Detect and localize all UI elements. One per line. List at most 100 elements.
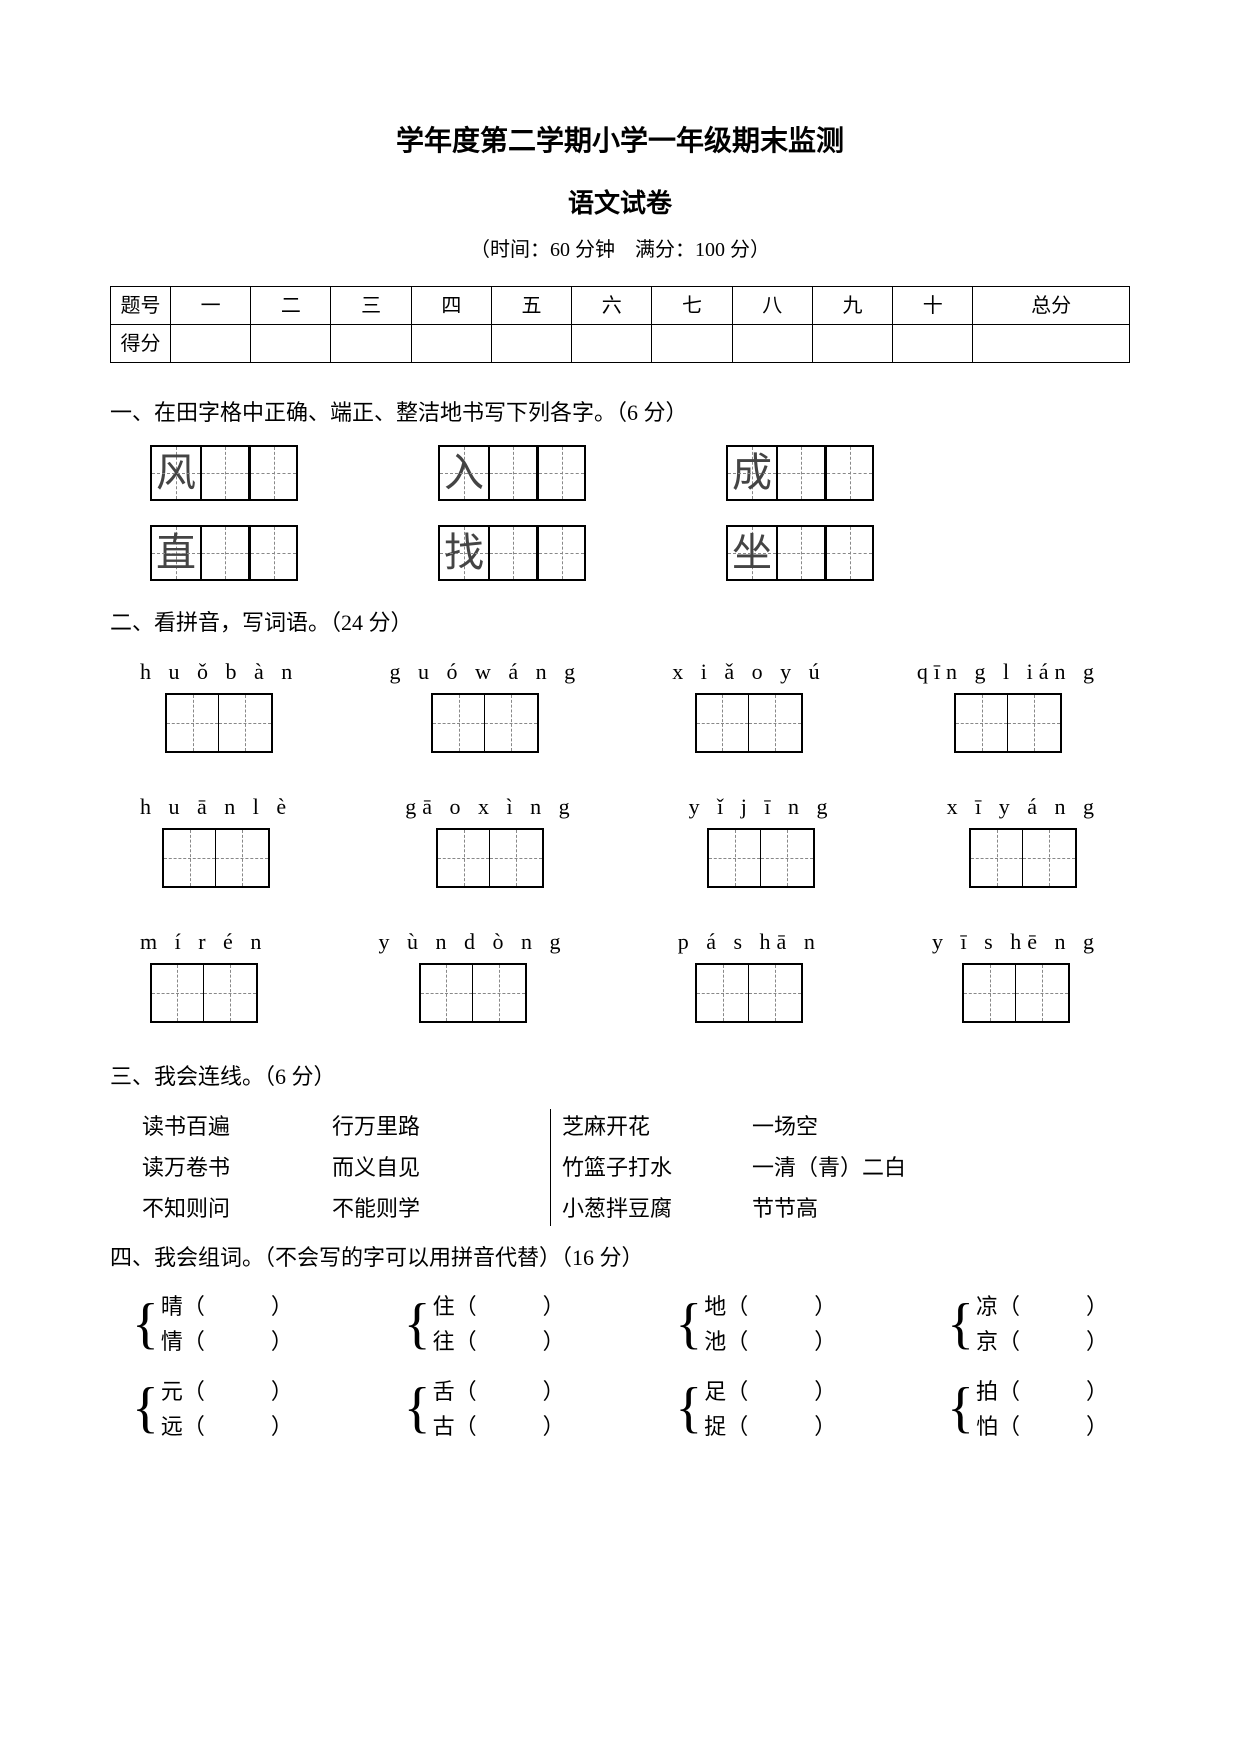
match-row: 读书百遍 行万里路 芝麻开花 一场空 <box>142 1109 1130 1144</box>
pinyin-item: qīn g l ián g <box>917 654 1100 753</box>
tianzige-blank <box>538 445 586 501</box>
divider <box>550 1109 551 1227</box>
pinyin-label: g u ó w á n g <box>389 654 581 689</box>
tianzige-blank <box>152 965 204 1021</box>
tianzige-pair: 成 <box>726 445 874 501</box>
tianzige-blank <box>1008 695 1060 751</box>
word-pair-line: 往（ ） <box>433 1324 565 1359</box>
tianzige-blank <box>250 445 298 501</box>
page-title-1: 学年度第二学期小学一年级期末监测 <box>110 120 1130 165</box>
score-col: 八 <box>732 287 812 325</box>
word-pair-line: 拍（ ） <box>976 1374 1108 1409</box>
tianzige-blank <box>216 830 268 886</box>
word-pair-line: 池（ ） <box>704 1324 836 1359</box>
pinyin-label: y ù n d ò n g <box>379 924 567 959</box>
word-pair-line: 住（ ） <box>433 1289 565 1324</box>
tianzige-row: 风 入 成 <box>150 445 1130 501</box>
word-pair-line: 晴（ ） <box>161 1289 293 1324</box>
score-col: 九 <box>812 287 892 325</box>
tianzige-blank <box>1023 830 1075 886</box>
section-4-heading: 四、我会组词。（不会写的字可以用拼音代替）（16 分） <box>110 1240 1130 1275</box>
score-table: 题号 一 二 三 四 五 六 七 八 九 十 总分 得分 <box>110 286 1130 363</box>
tianzige-pair: 入 <box>438 445 586 501</box>
tianzige-blank <box>826 525 874 581</box>
score-blank <box>973 325 1130 363</box>
pinyin-label: x i ǎ o y ú <box>672 654 825 689</box>
score-blank <box>331 325 411 363</box>
score-col: 六 <box>572 287 652 325</box>
tianzige-blank <box>826 445 874 501</box>
word-pair: {晴（ ）情（ ） <box>132 1289 293 1359</box>
match-item: 芝麻开花 <box>562 1109 752 1144</box>
tianzige-blank <box>202 445 250 501</box>
word-pair-stack: 元（ ）远（ ） <box>161 1374 293 1444</box>
hint-char: 成 <box>728 447 776 499</box>
section-1-heading: 一、在田字格中正确、端正、整洁地书写下列各字。（6 分） <box>110 395 1130 430</box>
section-2-heading: 二、看拼音，写词语。（24 分） <box>110 605 1130 640</box>
tianzige-blank <box>761 830 813 886</box>
hint-char: 入 <box>440 447 488 499</box>
tianzige-blank <box>1016 965 1068 1021</box>
tianzige-blank <box>219 695 271 751</box>
score-col: 三 <box>331 287 411 325</box>
score-blank <box>251 325 331 363</box>
score-header-label: 题号 <box>111 287 171 325</box>
match-item: 不知则问 <box>142 1191 332 1226</box>
score-blank <box>732 325 812 363</box>
brace-icon: { <box>132 1386 159 1431</box>
tianzige-char-box: 风 <box>150 445 202 501</box>
score-blank <box>491 325 571 363</box>
tianzige-pair: 风 <box>150 445 298 501</box>
tianzige-blank <box>485 695 537 751</box>
match-item: 而义自见 <box>332 1150 522 1185</box>
word-pair: {凉（ ）京（ ） <box>947 1289 1108 1359</box>
tianzige-blank <box>204 965 256 1021</box>
score-col: 四 <box>411 287 491 325</box>
exam-meta: （时间：60 分钟 满分：100 分） <box>110 234 1130 266</box>
score-col: 七 <box>652 287 732 325</box>
score-col: 二 <box>251 287 331 325</box>
word-pair-line: 怕（ ） <box>976 1409 1108 1444</box>
word-pair-line: 捉（ ） <box>704 1409 836 1444</box>
tianzige-blank <box>538 525 586 581</box>
brace-icon: { <box>132 1302 159 1347</box>
word-pair: {拍（ ）怕（ ） <box>947 1374 1108 1444</box>
score-blank <box>893 325 973 363</box>
pinyin-box <box>436 828 544 888</box>
word-pair: {舌（ ）古（ ） <box>404 1374 565 1444</box>
pinyin-label: h u ā n l è <box>140 789 292 824</box>
match-item: 读书百遍 <box>142 1109 332 1144</box>
score-col: 总分 <box>973 287 1130 325</box>
hint-char: 找 <box>440 527 488 579</box>
word-pair-stack: 舌（ ）古（ ） <box>433 1374 565 1444</box>
pinyin-row: m í r é ny ù n d ò n gp á s hā ny ī s hē… <box>140 924 1100 1023</box>
tianzige-blank <box>697 695 749 751</box>
pinyin-item: p á s hā n <box>678 924 821 1023</box>
pinyin-label: gā o x ì n g <box>405 789 575 824</box>
tianzige-blank <box>490 525 538 581</box>
pinyin-item: x ī y á n g <box>947 789 1100 888</box>
table-row: 题号 一 二 三 四 五 六 七 八 九 十 总分 <box>111 287 1130 325</box>
match-item: 一场空 <box>752 1109 982 1144</box>
hint-char: 直 <box>152 527 200 579</box>
pinyin-box <box>695 963 803 1023</box>
table-row: 得分 <box>111 325 1130 363</box>
tianzige-blank <box>709 830 761 886</box>
section-3-heading: 三、我会连线。（6 分） <box>110 1059 1130 1094</box>
pinyin-box <box>962 963 1070 1023</box>
tianzige-row: 直 找 坐 <box>150 525 1130 581</box>
pinyin-box <box>707 828 815 888</box>
word-pair-line: 古（ ） <box>433 1409 565 1444</box>
pinyin-box <box>431 693 539 753</box>
word-pair-stack: 晴（ ）情（ ） <box>161 1289 293 1359</box>
hint-char: 坐 <box>728 527 776 579</box>
brace-icon: { <box>675 1386 702 1431</box>
tianzige-char-box: 直 <box>150 525 202 581</box>
match-item: 竹篮子打水 <box>562 1150 752 1185</box>
pinyin-item: g u ó w á n g <box>389 654 581 753</box>
tianzige-char-box: 坐 <box>726 525 778 581</box>
page-title-2: 语文试卷 <box>110 183 1130 225</box>
brace-icon: { <box>675 1302 702 1347</box>
matching-block: 读书百遍 行万里路 芝麻开花 一场空 读万卷书 而义自见 竹篮子打水 一清（青）… <box>110 1109 1130 1227</box>
pinyin-item: gā o x ì n g <box>405 789 575 888</box>
